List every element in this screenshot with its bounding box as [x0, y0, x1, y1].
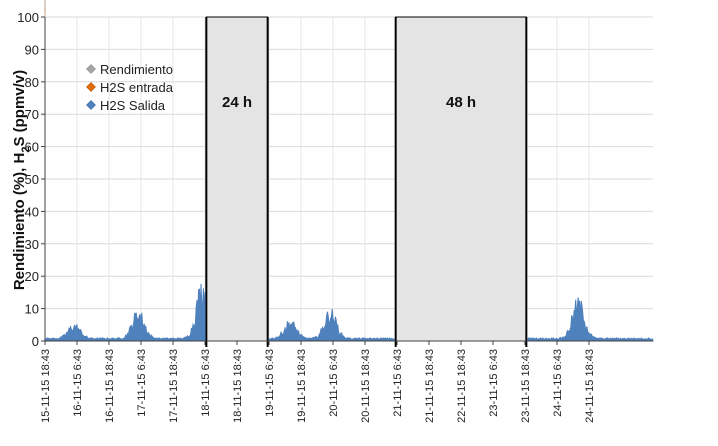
y-tick-label: 20 [25, 269, 39, 284]
y-tick-label: 100 [17, 10, 39, 25]
y-tick-label: 30 [25, 237, 39, 252]
x-tick-label: 21-11-15 18:43 [424, 349, 436, 423]
h2s-salida-area [44, 283, 206, 342]
y-tick-label: 50 [25, 172, 39, 187]
x-tick-label: 23-11-15 6:43 [488, 349, 500, 417]
gap-label: 48 h [446, 94, 476, 111]
y-tick-label: 90 [25, 42, 39, 57]
x-tick-label: 19-11-15 18:43 [296, 349, 308, 423]
h2s-salida-area [268, 308, 395, 342]
x-tick-label: 15-11-15 18:43 [40, 349, 52, 423]
y-axis-label-subscript: 2 [20, 147, 32, 153]
y-tick-label: 60 [25, 140, 39, 155]
legend-marker [86, 100, 96, 110]
y-tick-label: 40 [25, 204, 39, 219]
gap-label: 24 h [222, 94, 252, 111]
gap-bands [205, 16, 528, 347]
x-tick-label: 23-11-15 18:43 [520, 349, 532, 423]
legend-entry: H2S Salida [100, 98, 166, 113]
gap-band [395, 16, 527, 342]
y-tick-label: 70 [25, 107, 39, 122]
legend: Rendimiento H2S entrada H2S Salida [86, 62, 174, 113]
y-tick-labels: 0 10 20 30 40 50 60 70 80 90 100 [17, 10, 39, 349]
h2s-salida-area [527, 297, 654, 342]
legend-marker [86, 64, 96, 74]
legend-entry: Rendimiento [100, 62, 173, 77]
x-tick-label: 17-11-15 18:43 [168, 349, 180, 423]
y-tick-label: 0 [32, 334, 39, 349]
series-h2s-salida [44, 283, 654, 342]
x-tick-label: 20-11-15 18:43 [360, 349, 372, 423]
y-axis-label-prefix: Rendimiento (%), H [11, 153, 28, 291]
legend-marker [86, 82, 96, 92]
y-tick-label: 10 [25, 302, 39, 317]
y-tick-label: 80 [25, 75, 39, 90]
x-tick-label: 22-11-15 18:43 [456, 349, 468, 423]
x-tick-label: 20-11-15 6:43 [328, 349, 340, 417]
x-tick-label: 19-11-15 6:43 [264, 349, 276, 417]
x-tick-label: 21-11-15 6:43 [392, 349, 404, 417]
legend-entry: H2S entrada [100, 80, 174, 95]
axes [41, 16, 653, 345]
x-tick-label: 24-11-15 6:43 [552, 349, 564, 417]
x-tick-label: 16-11-15 18:43 [104, 349, 116, 423]
x-tick-label: 17-11-15 6:43 [136, 349, 148, 417]
y-axis-label: Rendimiento (%), H2S (ppmv/v) [11, 70, 32, 290]
gap-band [205, 16, 269, 342]
y-axis-label-suffix: S (ppmv/v) [11, 70, 28, 147]
gap-labels: 24 h 48 h [222, 94, 476, 111]
x-tick-label: 18-11-15 18:43 [232, 349, 244, 423]
x-tick-label: 24-11-15 18:43 [584, 349, 596, 423]
x-tick-label: 16-11-15 6:43 [72, 349, 84, 417]
x-tick-label: 18-11-15 6:43 [200, 349, 212, 417]
x-tick-labels: 15-11-15 18:43 16-11-15 6:43 16-11-15 18:4… [40, 349, 596, 423]
